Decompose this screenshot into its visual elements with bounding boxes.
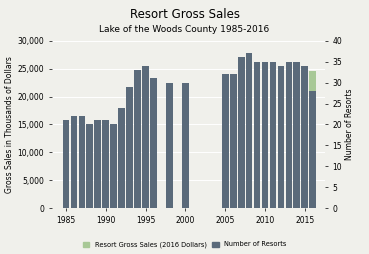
Text: Resort Gross Sales: Resort Gross Sales <box>130 8 239 21</box>
Bar <box>301 66 308 208</box>
Bar <box>103 147 109 208</box>
Bar <box>293 73 300 208</box>
Bar <box>63 120 69 208</box>
Bar <box>150 78 157 208</box>
Bar <box>118 161 125 208</box>
Bar <box>94 149 101 208</box>
Bar <box>126 87 133 208</box>
Bar <box>110 154 117 208</box>
Bar <box>277 83 284 208</box>
Y-axis label: Gross Sales in Thousands of Dollars: Gross Sales in Thousands of Dollars <box>6 56 14 193</box>
Bar <box>277 66 284 208</box>
Bar <box>118 108 125 208</box>
Bar <box>262 61 268 208</box>
Bar <box>70 116 77 208</box>
Text: Lake of the Woods County 1985-2016: Lake of the Woods County 1985-2016 <box>99 25 270 34</box>
Bar <box>86 158 93 208</box>
Bar <box>301 73 308 208</box>
Bar <box>79 168 85 208</box>
Bar <box>142 66 149 208</box>
Bar <box>166 160 173 208</box>
Bar <box>182 83 189 208</box>
Bar <box>94 120 101 208</box>
Bar <box>270 61 276 208</box>
Bar <box>110 124 117 208</box>
Y-axis label: Number of Resorts: Number of Resorts <box>345 89 354 160</box>
Bar <box>254 97 261 208</box>
Bar <box>142 160 149 208</box>
Bar <box>286 61 292 208</box>
Bar <box>222 105 228 208</box>
Bar <box>126 160 133 208</box>
Bar <box>309 71 316 208</box>
Bar <box>182 160 189 208</box>
Bar <box>63 180 69 208</box>
Bar <box>246 99 252 208</box>
Bar <box>286 79 292 208</box>
Bar <box>254 61 261 208</box>
Legend: Resort Gross Sales (2016 Dollars), Number of Resorts: Resort Gross Sales (2016 Dollars), Numbe… <box>80 239 289 251</box>
Bar <box>103 120 109 208</box>
Bar <box>262 90 268 208</box>
Bar <box>134 70 141 208</box>
Bar <box>86 124 93 208</box>
Bar <box>166 83 173 208</box>
Bar <box>70 172 77 208</box>
Bar <box>150 158 157 208</box>
Bar <box>246 53 252 208</box>
Bar <box>134 158 141 208</box>
Bar <box>222 74 228 208</box>
Bar <box>79 116 85 208</box>
Bar <box>238 99 245 208</box>
Bar <box>270 85 276 208</box>
Bar <box>309 91 316 208</box>
Bar <box>238 57 245 208</box>
Bar <box>293 61 300 208</box>
Bar <box>230 74 237 208</box>
Bar <box>230 100 237 208</box>
